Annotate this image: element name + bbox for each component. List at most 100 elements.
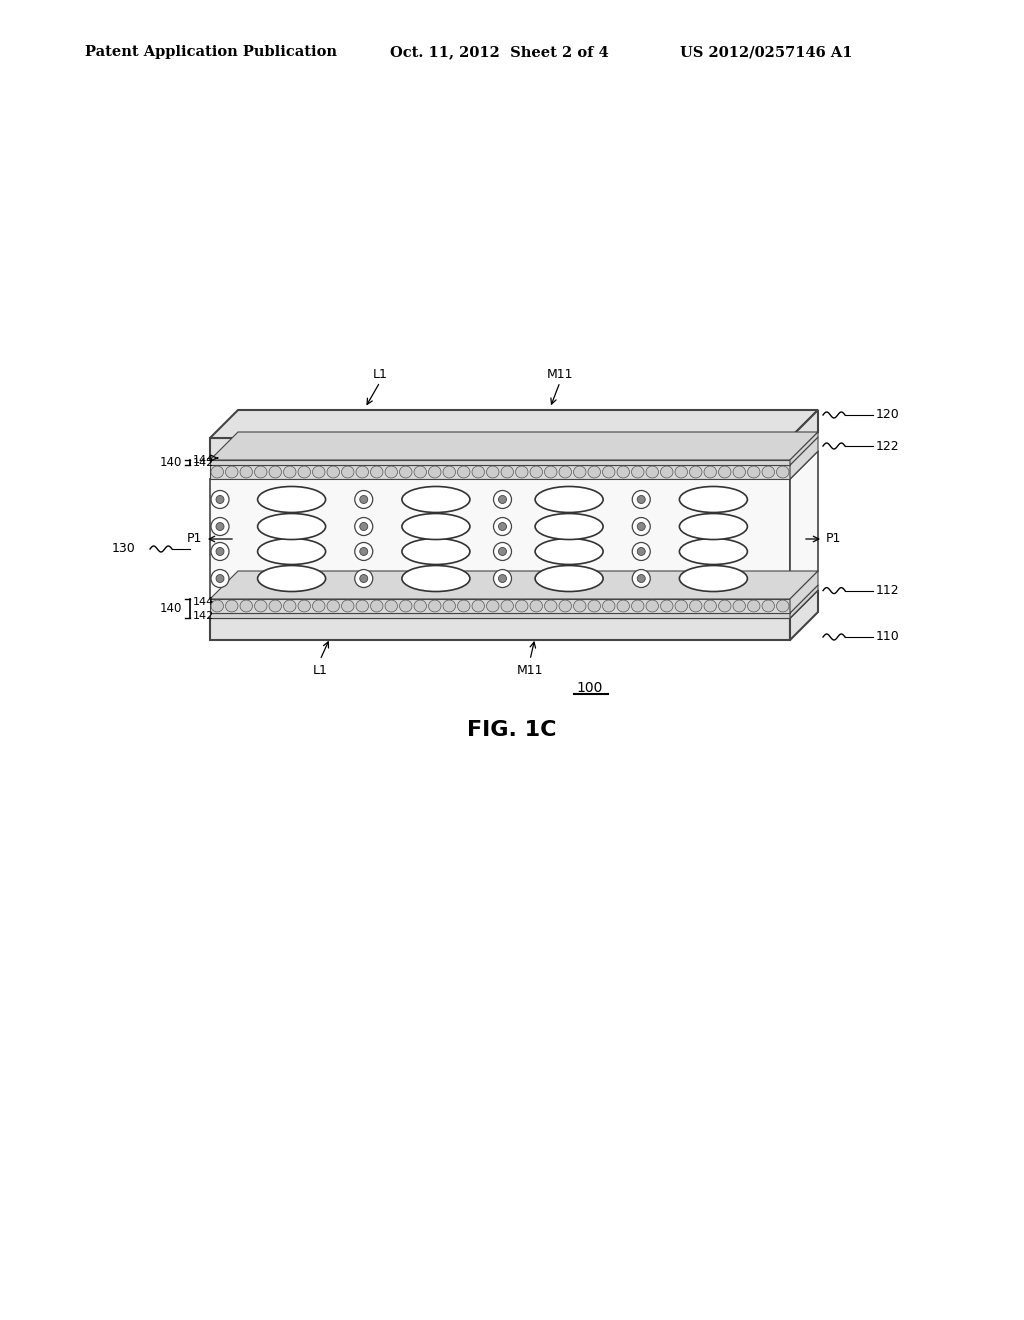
Ellipse shape xyxy=(545,601,557,612)
Polygon shape xyxy=(210,451,818,479)
Ellipse shape xyxy=(646,466,658,478)
Ellipse shape xyxy=(689,466,702,478)
Polygon shape xyxy=(790,411,818,459)
Ellipse shape xyxy=(327,466,340,478)
Text: P1: P1 xyxy=(826,532,842,545)
Ellipse shape xyxy=(399,466,412,478)
Ellipse shape xyxy=(354,491,373,508)
Ellipse shape xyxy=(501,601,513,612)
Ellipse shape xyxy=(776,601,790,612)
Ellipse shape xyxy=(284,466,296,478)
Ellipse shape xyxy=(660,466,673,478)
Ellipse shape xyxy=(679,565,748,591)
Ellipse shape xyxy=(385,601,397,612)
Ellipse shape xyxy=(515,466,528,478)
Text: 110: 110 xyxy=(876,631,900,644)
Ellipse shape xyxy=(733,466,745,478)
Ellipse shape xyxy=(472,601,484,612)
Polygon shape xyxy=(210,599,790,612)
Ellipse shape xyxy=(486,466,499,478)
Text: L1: L1 xyxy=(312,664,328,676)
Text: US 2012/0257146 A1: US 2012/0257146 A1 xyxy=(680,45,853,59)
Ellipse shape xyxy=(356,601,369,612)
Ellipse shape xyxy=(536,513,603,540)
Polygon shape xyxy=(790,437,818,479)
Ellipse shape xyxy=(371,466,383,478)
Ellipse shape xyxy=(559,466,571,478)
Ellipse shape xyxy=(660,601,673,612)
Text: 112: 112 xyxy=(876,583,900,597)
Ellipse shape xyxy=(637,523,645,531)
Polygon shape xyxy=(210,438,790,459)
Ellipse shape xyxy=(617,601,630,612)
Polygon shape xyxy=(210,612,790,618)
Ellipse shape xyxy=(359,574,368,582)
Ellipse shape xyxy=(632,491,650,508)
Polygon shape xyxy=(210,479,790,599)
Ellipse shape xyxy=(719,466,731,478)
Ellipse shape xyxy=(443,601,456,612)
Ellipse shape xyxy=(472,466,484,478)
Ellipse shape xyxy=(298,466,310,478)
Ellipse shape xyxy=(748,466,760,478)
Polygon shape xyxy=(210,590,818,618)
Ellipse shape xyxy=(530,466,543,478)
Text: 142: 142 xyxy=(193,458,214,469)
Text: 140: 140 xyxy=(160,602,182,615)
Ellipse shape xyxy=(501,466,513,478)
Ellipse shape xyxy=(443,466,456,478)
Ellipse shape xyxy=(637,495,645,503)
Ellipse shape xyxy=(211,569,229,587)
Ellipse shape xyxy=(573,601,586,612)
Polygon shape xyxy=(210,411,818,438)
Polygon shape xyxy=(210,585,818,612)
Ellipse shape xyxy=(679,513,748,540)
Ellipse shape xyxy=(211,543,229,561)
Ellipse shape xyxy=(494,569,512,587)
Ellipse shape xyxy=(602,601,615,612)
Ellipse shape xyxy=(211,491,229,508)
Ellipse shape xyxy=(458,466,470,478)
Ellipse shape xyxy=(515,601,528,612)
Ellipse shape xyxy=(602,466,615,478)
Ellipse shape xyxy=(401,539,470,565)
Text: 144: 144 xyxy=(193,597,214,607)
Ellipse shape xyxy=(588,601,600,612)
Polygon shape xyxy=(210,437,818,465)
Ellipse shape xyxy=(536,539,603,565)
Ellipse shape xyxy=(258,539,326,565)
Ellipse shape xyxy=(530,601,543,612)
Polygon shape xyxy=(210,432,818,459)
Ellipse shape xyxy=(255,601,267,612)
Ellipse shape xyxy=(573,466,586,478)
Ellipse shape xyxy=(675,601,687,612)
Text: Patent Application Publication: Patent Application Publication xyxy=(85,45,337,59)
Ellipse shape xyxy=(637,574,645,582)
Ellipse shape xyxy=(588,466,600,478)
Ellipse shape xyxy=(269,601,282,612)
Ellipse shape xyxy=(211,466,223,478)
Ellipse shape xyxy=(216,495,224,503)
Ellipse shape xyxy=(399,601,412,612)
Ellipse shape xyxy=(401,513,470,540)
Ellipse shape xyxy=(284,601,296,612)
Ellipse shape xyxy=(428,601,441,612)
Text: FIG. 1C: FIG. 1C xyxy=(467,719,557,741)
Ellipse shape xyxy=(494,543,512,561)
Polygon shape xyxy=(790,432,818,465)
Ellipse shape xyxy=(762,601,774,612)
Ellipse shape xyxy=(225,601,238,612)
Polygon shape xyxy=(790,585,818,618)
Ellipse shape xyxy=(354,569,373,587)
Polygon shape xyxy=(790,451,818,599)
Ellipse shape xyxy=(216,548,224,556)
Ellipse shape xyxy=(536,487,603,512)
Ellipse shape xyxy=(748,601,760,612)
Ellipse shape xyxy=(679,487,748,512)
Ellipse shape xyxy=(733,601,745,612)
Ellipse shape xyxy=(689,601,702,612)
Polygon shape xyxy=(790,572,818,612)
Ellipse shape xyxy=(637,548,645,556)
Ellipse shape xyxy=(359,548,368,556)
Ellipse shape xyxy=(705,601,717,612)
